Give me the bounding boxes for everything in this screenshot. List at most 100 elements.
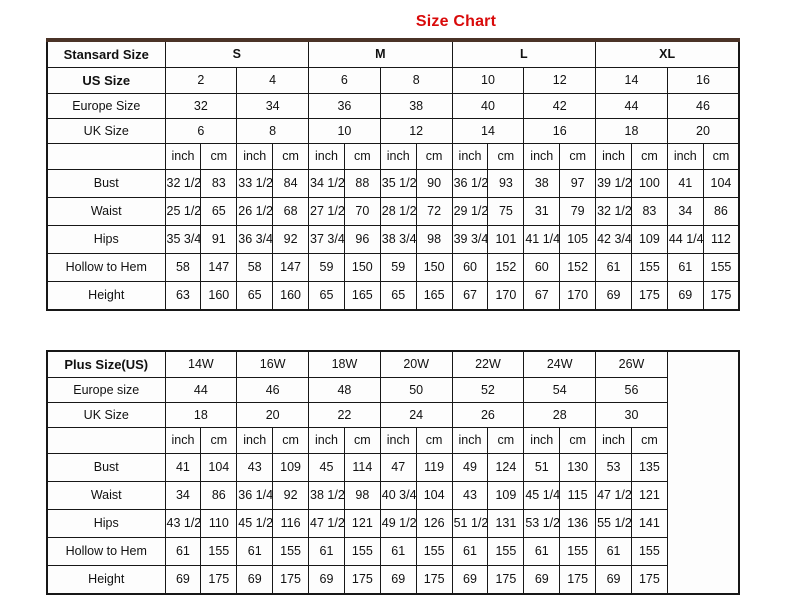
measurement-value-cell: 67 xyxy=(451,281,489,311)
size-value-cell: 56 xyxy=(595,377,668,403)
measurement-row: Bust 32 1/2 83 33 1/2 84 34 1/2 88 35 1/2 90 36 1… xyxy=(46,169,740,198)
size-value-cell: 52 xyxy=(451,377,525,403)
measurement-value-cell: 43 xyxy=(451,481,489,510)
size-value-cell: 36 xyxy=(308,93,381,119)
measurement-value-cell: 61 xyxy=(595,537,632,566)
measurement-value-cell: 69 xyxy=(523,565,561,595)
size-value-cell: 4 xyxy=(236,67,310,94)
measurement-label: Bust xyxy=(46,169,166,198)
measurement-value-cell: 25 1/2 xyxy=(164,197,202,226)
measurement-value-cell: 44 1/4 xyxy=(666,225,704,254)
measurement-value-cell: 69 xyxy=(236,565,274,595)
unit-cell: inch xyxy=(164,427,202,454)
measurement-value-cell: 61 xyxy=(451,537,489,566)
measurement-value-cell: 165 xyxy=(415,281,453,311)
row-label: UK Size xyxy=(46,118,166,144)
measurement-value-cell: 65 xyxy=(236,281,274,311)
size-value-cell: 12 xyxy=(379,118,453,144)
measurement-value-cell: 114 xyxy=(343,453,381,482)
size-value-cell: 28 xyxy=(523,402,597,428)
measurement-value-cell: 93 xyxy=(487,169,525,198)
measurement-value-cell: 33 1/2 xyxy=(236,169,274,198)
page-title: Size Chart xyxy=(415,13,497,30)
measurement-value-cell: 155 xyxy=(343,537,381,566)
size-value-cell: 20 xyxy=(666,118,740,144)
unit-cell: cm xyxy=(415,143,453,170)
unit-cell: cm xyxy=(343,427,381,454)
size-value-cell: 14 xyxy=(595,67,668,94)
measurement-value-cell: 152 xyxy=(559,253,597,282)
plus-size-header-cell: 14W xyxy=(164,350,238,378)
measurement-value-cell: 49 xyxy=(451,453,489,482)
unit-cell: cm xyxy=(200,143,238,170)
size-value-cell: 44 xyxy=(595,93,668,119)
measurement-row: Height 63 160 65 160 65 165 65 165 67 170 67 170 69 17… xyxy=(46,281,740,311)
measurement-value-cell: 135 xyxy=(630,453,668,482)
standard-group-header-row: Stansard Size S M L XL xyxy=(46,39,740,68)
measurement-value-cell: 72 xyxy=(415,197,453,226)
measurement-value-cell: 141 xyxy=(630,509,668,538)
plus-size-header-cell: 24W xyxy=(523,350,597,378)
unit-cell: cm xyxy=(415,427,453,454)
size-group-header: M xyxy=(308,39,453,68)
measurement-label: Waist xyxy=(46,481,166,510)
size-value-cell: 48 xyxy=(308,377,381,403)
unit-cell: inch xyxy=(236,143,274,170)
measurement-value-cell: 92 xyxy=(272,225,310,254)
measurement-value-cell: 59 xyxy=(379,253,417,282)
unit-cell: inch xyxy=(164,143,202,170)
measurement-value-cell: 112 xyxy=(702,225,740,254)
measurement-value-cell: 61 xyxy=(666,253,704,282)
measurement-label: Bust xyxy=(46,453,166,482)
measurement-value-cell: 175 xyxy=(559,565,597,595)
size-value-cell: 32 xyxy=(164,93,238,119)
size-value-cell: 24 xyxy=(379,402,453,428)
table-row: Europe Size 32 34 36 38 40 42 44 46 xyxy=(46,93,740,119)
size-value-cell: 42 xyxy=(523,93,597,119)
measurement-value-cell: 69 xyxy=(308,565,345,595)
measurement-value-cell: 152 xyxy=(487,253,525,282)
measurement-value-cell: 109 xyxy=(487,481,525,510)
measurement-value-cell: 59 xyxy=(308,253,345,282)
row-label: US Size xyxy=(46,67,166,94)
measurement-value-cell: 49 1/2 xyxy=(379,509,417,538)
measurement-label: Height xyxy=(46,565,166,595)
measurement-value-cell: 175 xyxy=(415,565,453,595)
measurement-value-cell: 104 xyxy=(200,453,238,482)
unit-cell: inch xyxy=(451,143,489,170)
measurement-value-cell: 47 1/2 xyxy=(595,481,632,510)
unit-cell: inch xyxy=(451,427,489,454)
size-value-cell: 50 xyxy=(379,377,453,403)
size-value-cell: 8 xyxy=(236,118,310,144)
measurement-value-cell: 61 xyxy=(595,253,632,282)
size-group-header: L xyxy=(451,39,597,68)
measurement-value-cell: 34 xyxy=(164,481,202,510)
size-value-cell: 20 xyxy=(236,402,310,428)
size-value-cell: 54 xyxy=(523,377,597,403)
measurement-value-cell: 83 xyxy=(630,197,668,226)
unit-cell: inch xyxy=(379,427,417,454)
measurement-value-cell: 69 xyxy=(379,565,417,595)
size-group-header: S xyxy=(164,39,310,68)
measurement-value-cell: 60 xyxy=(523,253,561,282)
measurement-value-cell: 88 xyxy=(343,169,381,198)
measurement-label: Hips xyxy=(46,509,166,538)
measurement-value-cell: 58 xyxy=(164,253,202,282)
unit-cell: inch xyxy=(379,143,417,170)
size-value-cell: 40 xyxy=(451,93,525,119)
standard-size-table-container: Stansard Size S M L XL US Size 2 4 6 8 10 12 14 16 Eur… xyxy=(46,38,741,311)
measurement-value-cell: 136 xyxy=(559,509,597,538)
measurement-value-cell: 68 xyxy=(272,197,310,226)
measurement-row: Waist 25 1/2 65 26 1/2 68 27 1/2 70 28 1/2 72 29 … xyxy=(46,197,740,226)
size-value-cell: 22 xyxy=(308,402,381,428)
measurement-value-cell: 150 xyxy=(343,253,381,282)
unit-cell: cm xyxy=(559,143,597,170)
measurement-value-cell: 116 xyxy=(272,509,310,538)
measurement-value-cell: 69 xyxy=(595,565,632,595)
plus-size-header-cell: 26W xyxy=(595,350,668,378)
size-value-cell: 10 xyxy=(451,67,525,94)
measurement-value-cell: 170 xyxy=(487,281,525,311)
table-row: US Size 2 4 6 8 10 12 14 16 xyxy=(46,67,740,94)
size-group-header: XL xyxy=(595,39,740,68)
measurement-value-cell: 60 xyxy=(451,253,489,282)
